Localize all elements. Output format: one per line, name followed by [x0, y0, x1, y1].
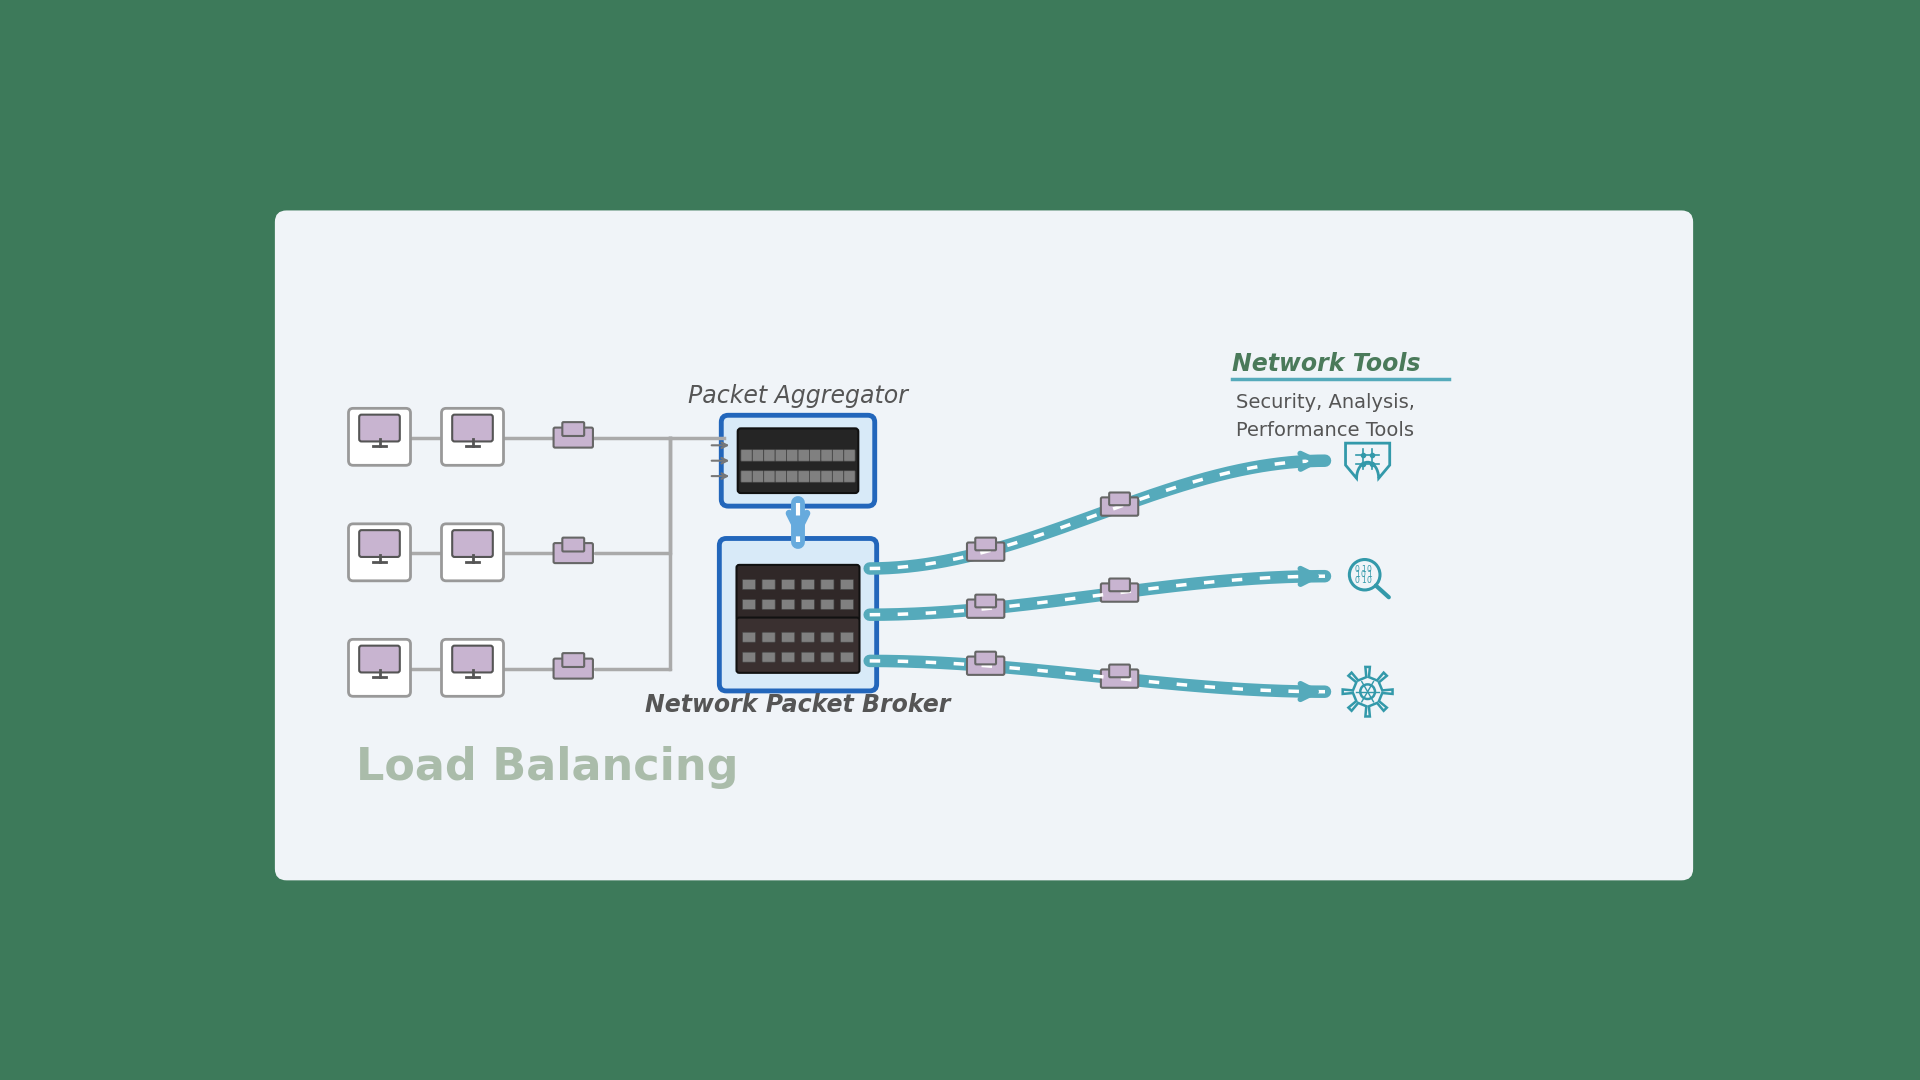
Text: 0: 0: [1367, 576, 1371, 584]
FancyBboxPatch shape: [801, 652, 814, 662]
FancyBboxPatch shape: [453, 646, 493, 673]
FancyBboxPatch shape: [841, 580, 854, 590]
FancyBboxPatch shape: [563, 422, 584, 436]
FancyBboxPatch shape: [781, 599, 795, 609]
FancyBboxPatch shape: [553, 543, 593, 563]
FancyBboxPatch shape: [822, 632, 833, 643]
FancyBboxPatch shape: [349, 408, 411, 465]
FancyBboxPatch shape: [737, 429, 858, 494]
FancyBboxPatch shape: [1100, 498, 1139, 516]
FancyBboxPatch shape: [822, 652, 833, 662]
FancyBboxPatch shape: [822, 471, 831, 483]
Text: 0: 0: [1367, 565, 1371, 573]
FancyBboxPatch shape: [841, 632, 854, 643]
FancyBboxPatch shape: [764, 449, 776, 461]
FancyBboxPatch shape: [764, 471, 776, 483]
FancyBboxPatch shape: [1110, 664, 1131, 677]
FancyBboxPatch shape: [359, 415, 399, 442]
FancyBboxPatch shape: [1100, 670, 1139, 688]
FancyBboxPatch shape: [275, 211, 1693, 880]
FancyBboxPatch shape: [1110, 579, 1131, 591]
Text: 1: 1: [1367, 570, 1371, 579]
FancyBboxPatch shape: [1110, 492, 1131, 505]
FancyBboxPatch shape: [781, 652, 795, 662]
FancyBboxPatch shape: [781, 580, 795, 590]
FancyBboxPatch shape: [753, 471, 764, 483]
FancyBboxPatch shape: [799, 449, 810, 461]
FancyBboxPatch shape: [787, 449, 799, 461]
Circle shape: [1334, 543, 1402, 609]
FancyBboxPatch shape: [841, 652, 854, 662]
FancyBboxPatch shape: [753, 449, 764, 461]
FancyBboxPatch shape: [975, 651, 996, 664]
FancyBboxPatch shape: [776, 449, 787, 461]
FancyBboxPatch shape: [975, 538, 996, 551]
FancyBboxPatch shape: [442, 408, 503, 465]
FancyBboxPatch shape: [822, 449, 831, 461]
FancyBboxPatch shape: [801, 580, 814, 590]
FancyBboxPatch shape: [722, 416, 876, 507]
FancyBboxPatch shape: [822, 599, 833, 609]
FancyBboxPatch shape: [841, 599, 854, 609]
FancyBboxPatch shape: [822, 580, 833, 590]
FancyBboxPatch shape: [743, 599, 756, 609]
Text: 0: 0: [1361, 570, 1365, 579]
FancyBboxPatch shape: [737, 565, 860, 620]
FancyBboxPatch shape: [563, 538, 584, 552]
FancyBboxPatch shape: [975, 595, 996, 607]
FancyBboxPatch shape: [349, 639, 411, 697]
FancyBboxPatch shape: [810, 449, 822, 461]
FancyBboxPatch shape: [799, 471, 810, 483]
FancyBboxPatch shape: [776, 471, 787, 483]
FancyBboxPatch shape: [801, 632, 814, 643]
FancyBboxPatch shape: [833, 449, 843, 461]
Text: 0: 0: [1356, 565, 1359, 573]
FancyBboxPatch shape: [553, 659, 593, 678]
Circle shape: [1334, 659, 1402, 725]
FancyBboxPatch shape: [1100, 583, 1139, 602]
FancyBboxPatch shape: [843, 449, 854, 461]
Text: Security, Analysis,
Performance Tools: Security, Analysis, Performance Tools: [1236, 393, 1415, 440]
FancyBboxPatch shape: [743, 652, 756, 662]
FancyBboxPatch shape: [553, 428, 593, 447]
FancyBboxPatch shape: [453, 530, 493, 557]
FancyBboxPatch shape: [833, 471, 843, 483]
Circle shape: [1334, 428, 1402, 494]
Text: Load Balancing: Load Balancing: [357, 745, 739, 788]
FancyBboxPatch shape: [349, 524, 411, 581]
FancyBboxPatch shape: [359, 530, 399, 557]
FancyBboxPatch shape: [781, 632, 795, 643]
FancyBboxPatch shape: [801, 599, 814, 609]
Text: 1: 1: [1356, 570, 1359, 579]
FancyBboxPatch shape: [787, 471, 799, 483]
Text: 1: 1: [1361, 565, 1365, 573]
FancyBboxPatch shape: [810, 471, 822, 483]
FancyBboxPatch shape: [743, 580, 756, 590]
FancyBboxPatch shape: [359, 646, 399, 673]
FancyBboxPatch shape: [762, 580, 776, 590]
FancyBboxPatch shape: [741, 449, 753, 461]
Text: 0: 0: [1356, 576, 1359, 584]
Text: Network Tools: Network Tools: [1233, 352, 1421, 376]
Text: Network Packet Broker: Network Packet Broker: [645, 693, 950, 717]
FancyBboxPatch shape: [968, 657, 1004, 675]
FancyBboxPatch shape: [843, 471, 854, 483]
FancyBboxPatch shape: [743, 632, 756, 643]
FancyBboxPatch shape: [442, 524, 503, 581]
FancyBboxPatch shape: [720, 539, 877, 691]
FancyBboxPatch shape: [741, 471, 753, 483]
FancyBboxPatch shape: [762, 599, 776, 609]
Text: Packet Aggregator: Packet Aggregator: [687, 384, 908, 408]
FancyBboxPatch shape: [737, 618, 860, 673]
Text: 1: 1: [1361, 576, 1365, 584]
FancyBboxPatch shape: [762, 652, 776, 662]
FancyBboxPatch shape: [968, 599, 1004, 618]
FancyBboxPatch shape: [453, 415, 493, 442]
FancyBboxPatch shape: [442, 639, 503, 697]
FancyBboxPatch shape: [968, 542, 1004, 561]
FancyBboxPatch shape: [762, 632, 776, 643]
FancyBboxPatch shape: [563, 653, 584, 667]
